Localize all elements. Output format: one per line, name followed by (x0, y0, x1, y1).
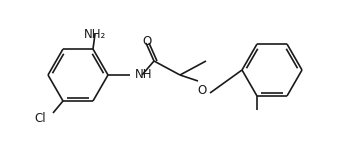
Text: NH₂: NH₂ (84, 28, 106, 41)
Text: O: O (197, 84, 207, 97)
Text: O: O (142, 35, 152, 48)
Text: Cl: Cl (34, 112, 46, 125)
Text: NH: NH (135, 68, 153, 81)
